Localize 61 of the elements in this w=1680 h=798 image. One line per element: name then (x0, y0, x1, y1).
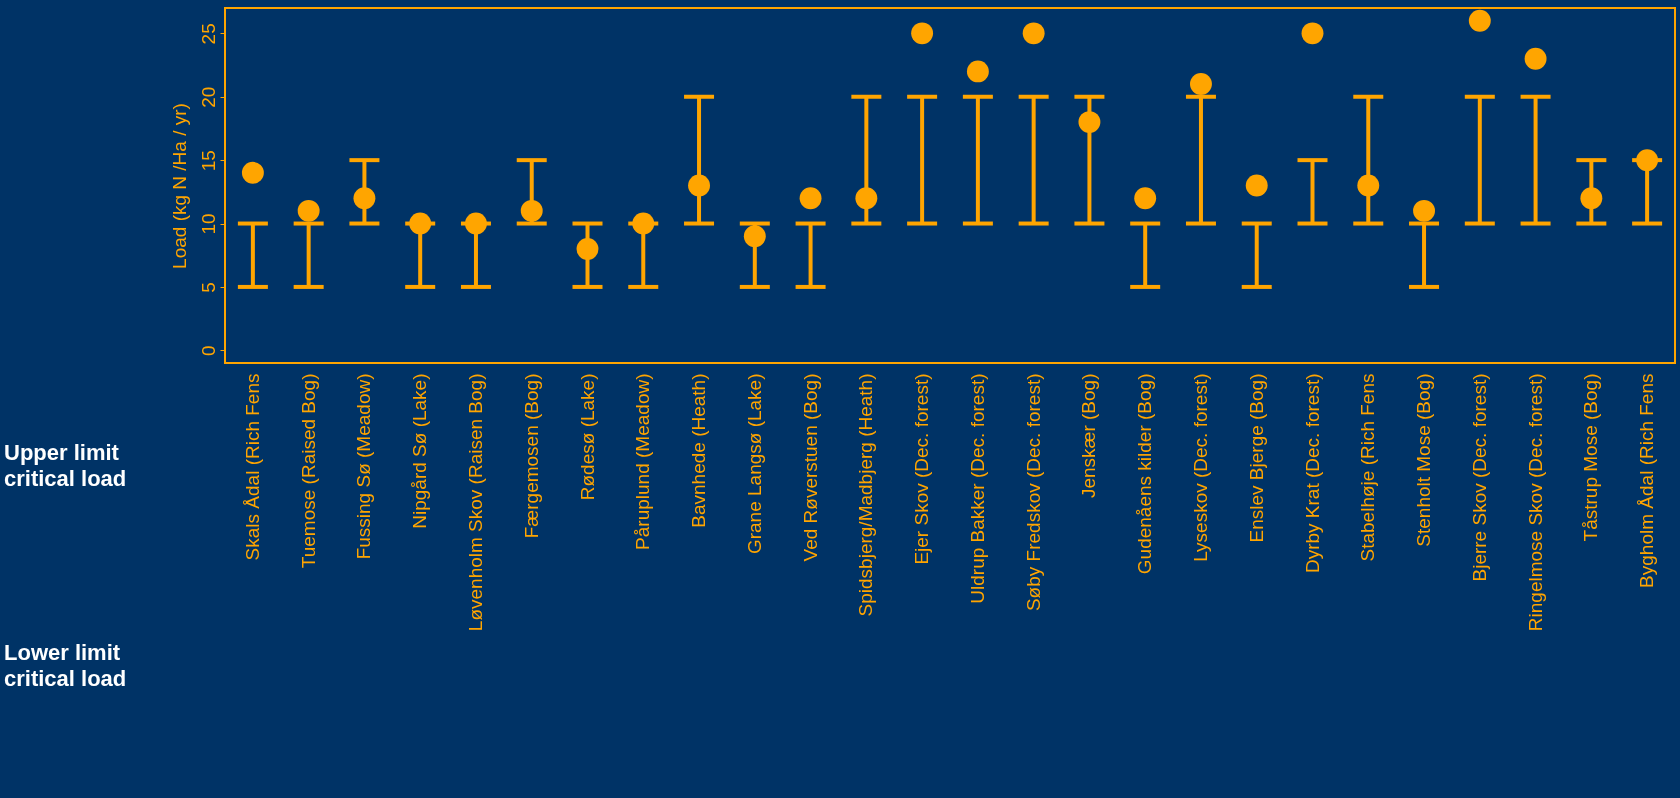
point (1301, 22, 1324, 45)
x-tick-label: Tuemose (Raised Bog) (297, 373, 319, 569)
point (409, 212, 432, 235)
point (241, 161, 264, 184)
x-tick-label: Løvenholm Skov (Raisen Bog) (464, 373, 486, 632)
x-tick-label: Grane Langsø (Lake) (743, 373, 765, 555)
text: Lower limit critical load (4, 640, 128, 692)
x-tick-label: Bavnhede (Heath) (688, 373, 710, 528)
x-tick-label: Enslev Bjerge (Bog) (1245, 373, 1267, 543)
point (1022, 22, 1045, 45)
text: Upper limit critical load (4, 440, 128, 492)
x-tick-label: Gudenåens kilder (Bog) (1134, 373, 1156, 575)
x-tick-label: Tåstrup Mose (Bog) (1580, 373, 1602, 542)
point (966, 60, 989, 83)
x-tick-label: Færgemosen (Bog) (520, 373, 542, 539)
x-tick-label: Dyrby Krat (Dec. forest) (1301, 373, 1323, 574)
y-tick-label: 15 (197, 150, 219, 172)
point (1413, 199, 1435, 222)
x-tick-label: Ejer Skov (Dec. forest) (911, 373, 933, 565)
point (1190, 73, 1212, 95)
point (1580, 187, 1603, 210)
y-axis-title: Load (kg N /Ha / yr) (168, 103, 190, 269)
x-tick-label: Bjerre Skov (Dec. forest) (1468, 373, 1490, 582)
point (855, 187, 878, 210)
point (911, 22, 934, 45)
y-tick-label: 25 (197, 23, 219, 45)
x-tick-label: Lyseskov (Dec. forest) (1189, 373, 1211, 562)
x-tick-label: Jenskær (Bog) (1078, 373, 1100, 499)
y-tick-label: 5 (197, 282, 219, 293)
point (297, 199, 320, 222)
point (799, 187, 822, 210)
point (1468, 9, 1491, 32)
point (520, 199, 543, 222)
x-tick-label: Søby Fredskov (Dec. forest) (1022, 373, 1044, 612)
y-tick-label: 0 (197, 345, 219, 357)
x-tick-label: Spidsbjerg/Madbjerg (Heath) (855, 373, 877, 617)
x-tick-label: Uldrup Bakker (Dec. forest) (966, 373, 988, 604)
x-tick-label: Stabelhøje (Rich Fens (1357, 373, 1379, 562)
point (1524, 47, 1547, 70)
point (743, 225, 766, 248)
x-tick-label: Påruplund (Meadow) (632, 373, 654, 550)
point (688, 174, 710, 197)
point (632, 212, 655, 235)
y-tick-label: 10 (197, 213, 219, 235)
x-tick-label: Ringelmose Skov (Dec. forest) (1524, 373, 1546, 632)
x-tick-label: Rødesø (Lake) (576, 373, 598, 501)
point (1134, 187, 1157, 210)
point (1245, 174, 1268, 197)
x-tick-label: Bygholm Ådal (Rich Fens (1636, 373, 1658, 588)
point (465, 212, 487, 235)
x-tick-label: Nipgård Sø (Lake) (409, 373, 431, 529)
x-tick-label: Ved Røverstuen (Bog) (799, 373, 821, 562)
y-tick-label: 20 (197, 86, 219, 108)
point (353, 187, 376, 210)
x-tick-label: Skals Ådal (Rich Fens (241, 373, 263, 561)
x-tick-label: Fussing Sø (Meadow) (353, 373, 375, 560)
point (1078, 111, 1101, 134)
point (1636, 149, 1659, 172)
x-tick-label: Stenholt Mose (Bog) (1413, 373, 1435, 547)
point (1357, 174, 1380, 197)
point (576, 237, 599, 260)
